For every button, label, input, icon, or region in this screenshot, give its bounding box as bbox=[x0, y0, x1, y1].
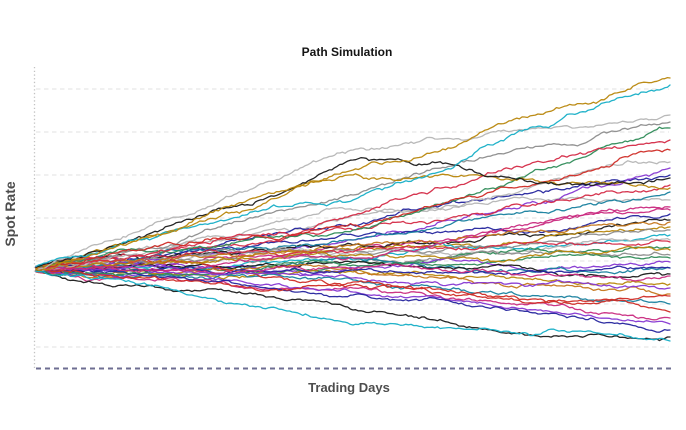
simulation-path bbox=[35, 269, 671, 342]
simulation-path bbox=[35, 264, 671, 333]
simulation-path bbox=[35, 114, 671, 272]
simulation-path bbox=[35, 84, 671, 268]
x-axis-label: Trading Days bbox=[308, 380, 390, 395]
simulation-path bbox=[35, 261, 671, 282]
simulation-path bbox=[35, 233, 671, 271]
simulation-path bbox=[35, 126, 671, 268]
simulation-path bbox=[35, 121, 671, 271]
chart-title: Path Simulation bbox=[302, 45, 393, 59]
simulation-path bbox=[35, 191, 671, 273]
simulation-paths bbox=[35, 76, 671, 342]
simulation-path bbox=[35, 239, 671, 270]
simulation-path bbox=[35, 245, 671, 268]
simulation-path bbox=[35, 264, 671, 290]
simulation-path bbox=[35, 148, 671, 272]
simulation-path bbox=[35, 76, 671, 272]
simulation-path bbox=[35, 270, 671, 342]
simulation-path bbox=[35, 208, 671, 274]
simulation-path bbox=[35, 139, 671, 271]
y-axis-label: Spot Rate bbox=[2, 181, 18, 247]
simulation-path bbox=[35, 267, 671, 304]
simulation-path bbox=[35, 252, 671, 276]
simulation-path bbox=[35, 221, 671, 268]
simulation-path bbox=[35, 270, 671, 321]
